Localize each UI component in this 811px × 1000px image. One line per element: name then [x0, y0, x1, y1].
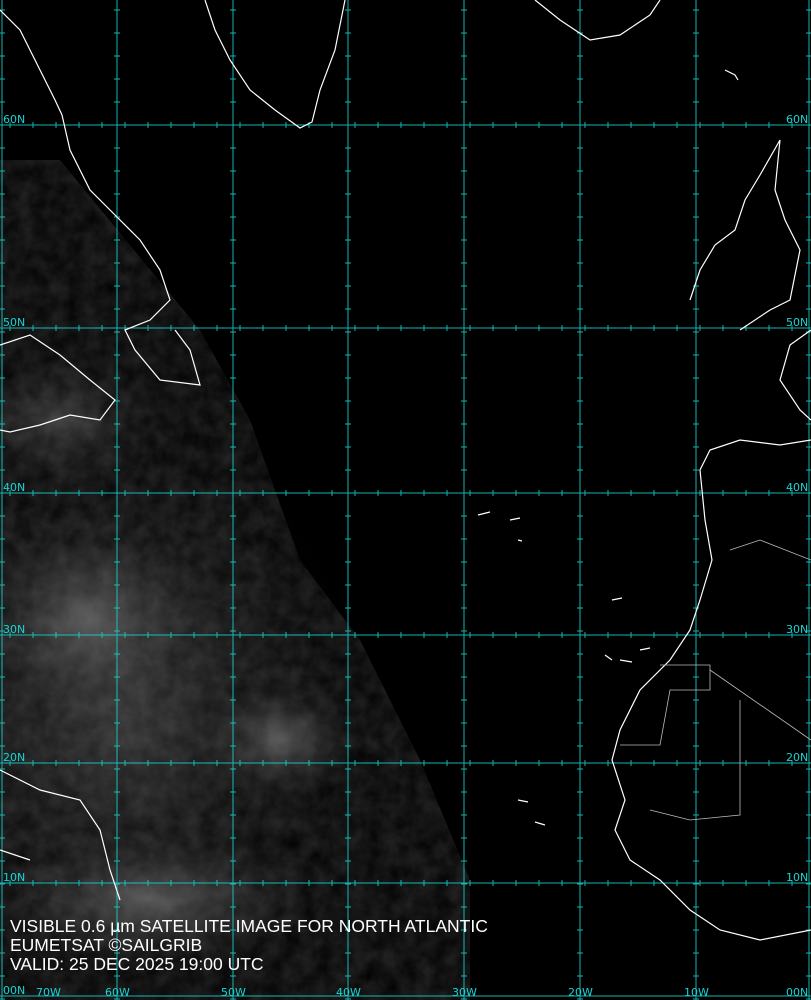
longitude-label: 50W: [221, 986, 246, 999]
caribbean-coast: [0, 769, 121, 901]
latitude-label-left: 10N: [3, 871, 26, 884]
africa-borders: [620, 539, 811, 821]
cape-verde-islands: [517, 799, 546, 826]
caption-source: EUMETSAT ©SAILGRIB: [10, 935, 203, 955]
latitude-label-right: 50N: [786, 316, 809, 329]
longitude-label: 70W: [36, 986, 61, 999]
latitude-label-right: 60N: [786, 113, 809, 126]
latitude-label-right: 20N: [786, 751, 809, 764]
caption-valid-time: VALID: 25 DEC 2025 19:00 UTC: [10, 954, 264, 974]
latitude-label-left: 30N: [3, 623, 26, 636]
latitude-label-left: 50N: [3, 316, 26, 329]
latitude-label-right: 30N: [786, 623, 809, 636]
longitude-label: 20W: [568, 986, 593, 999]
cloud-cover: [0, 160, 470, 1000]
europe-africa-coast: [611, 329, 811, 941]
british-isles-coast: [689, 139, 801, 331]
ireland-isle: [724, 69, 739, 81]
coastlines: [0, 0, 811, 941]
longitude-label: 00N: [786, 986, 809, 999]
latitude-label-right: 10N: [786, 871, 809, 884]
longitude-label: 40W: [336, 986, 361, 999]
azores-islands: [477, 511, 523, 542]
longitude-label: 60W: [105, 986, 130, 999]
iceland-coast: [534, 0, 661, 41]
longitude-label: 30W: [452, 986, 477, 999]
longitude-label: 10W: [684, 986, 709, 999]
caption-title: VISIBLE 0.6 µm SATELLITE IMAGE FOR NORTH…: [10, 916, 488, 936]
canary-islands: [604, 597, 651, 663]
latitude-label-left: 40N: [3, 481, 26, 494]
latitude-label-left: 00N: [3, 984, 26, 997]
latitude-label-right: 40N: [786, 481, 809, 494]
greenland-coast: [204, 0, 346, 129]
latitude-label-left: 20N: [3, 751, 26, 764]
image-caption: VISIBLE 0.6 µm SATELLITE IMAGE FOR NORTH…: [10, 917, 488, 974]
north-america-coast: [0, 9, 201, 433]
latitude-label-left: 60N: [3, 113, 26, 126]
